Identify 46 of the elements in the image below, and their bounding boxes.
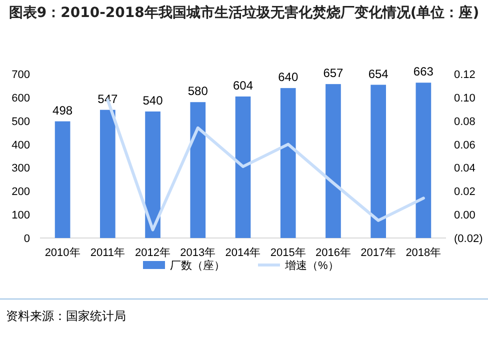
y2-tick-label: 0.02 — [454, 186, 476, 198]
bar — [100, 110, 116, 238]
data-label: 640 — [278, 70, 298, 84]
y-tick-label: 700 — [12, 69, 30, 81]
bar — [416, 82, 432, 238]
bar — [145, 111, 160, 238]
y-tick-label: 600 — [12, 92, 30, 104]
x-tick-label: 2010年 — [44, 247, 80, 259]
y2-tick-label: 0.00 — [454, 210, 476, 222]
x-tick-label: 2018年 — [406, 247, 442, 259]
y2-tick-label: 0.12 — [454, 69, 476, 81]
x-tick-label: 2015年 — [270, 247, 306, 259]
data-label: 654 — [368, 66, 389, 81]
data-label: 498 — [52, 103, 73, 118]
chart-title: 图表9：2010-2018年我国城市生活垃圾无害化焚烧厂变化情况(单位：座) — [8, 4, 480, 22]
data-label: 580 — [188, 84, 208, 98]
bar — [235, 96, 251, 238]
bar — [370, 84, 386, 238]
x-tick-label: 2013年 — [180, 247, 216, 259]
bar — [326, 84, 341, 238]
bar — [54, 121, 70, 238]
x-tick-label: 2011年 — [90, 247, 125, 259]
bar — [190, 102, 206, 238]
legend-label: 增速（%） — [284, 259, 339, 272]
y2-tick-label: 0.08 — [454, 116, 476, 128]
y-tick-label: 100 — [12, 210, 30, 222]
text: 资料来源：国家统计局 — [6, 309, 126, 323]
x-tick-label: 2017年 — [360, 247, 396, 259]
y-tick-label: 500 — [12, 116, 30, 128]
data-label: 604 — [232, 78, 254, 92]
x-tick-label: 2014年 — [225, 247, 261, 259]
legend-label: 厂数（座） — [170, 259, 225, 272]
data-label: 657 — [323, 66, 344, 80]
y-tick-label: 0 — [24, 233, 30, 245]
y-tick-label: 300 — [12, 162, 30, 175]
bar — [280, 88, 296, 238]
y2-tick-label: 0.04 — [454, 162, 476, 175]
y2-tick-label: 0.06 — [454, 139, 476, 152]
y-tick-label: 200 — [12, 186, 30, 198]
data-label: 540 — [142, 93, 164, 108]
x-tick-label: 2016年 — [315, 247, 351, 259]
y2-tick-label: (0.02) — [454, 233, 483, 245]
data-label: 663 — [413, 64, 434, 79]
y-tick-label: 400 — [12, 139, 30, 152]
y2-tick-label: 0.10 — [454, 92, 476, 104]
x-tick-label: 2012年 — [135, 247, 171, 259]
